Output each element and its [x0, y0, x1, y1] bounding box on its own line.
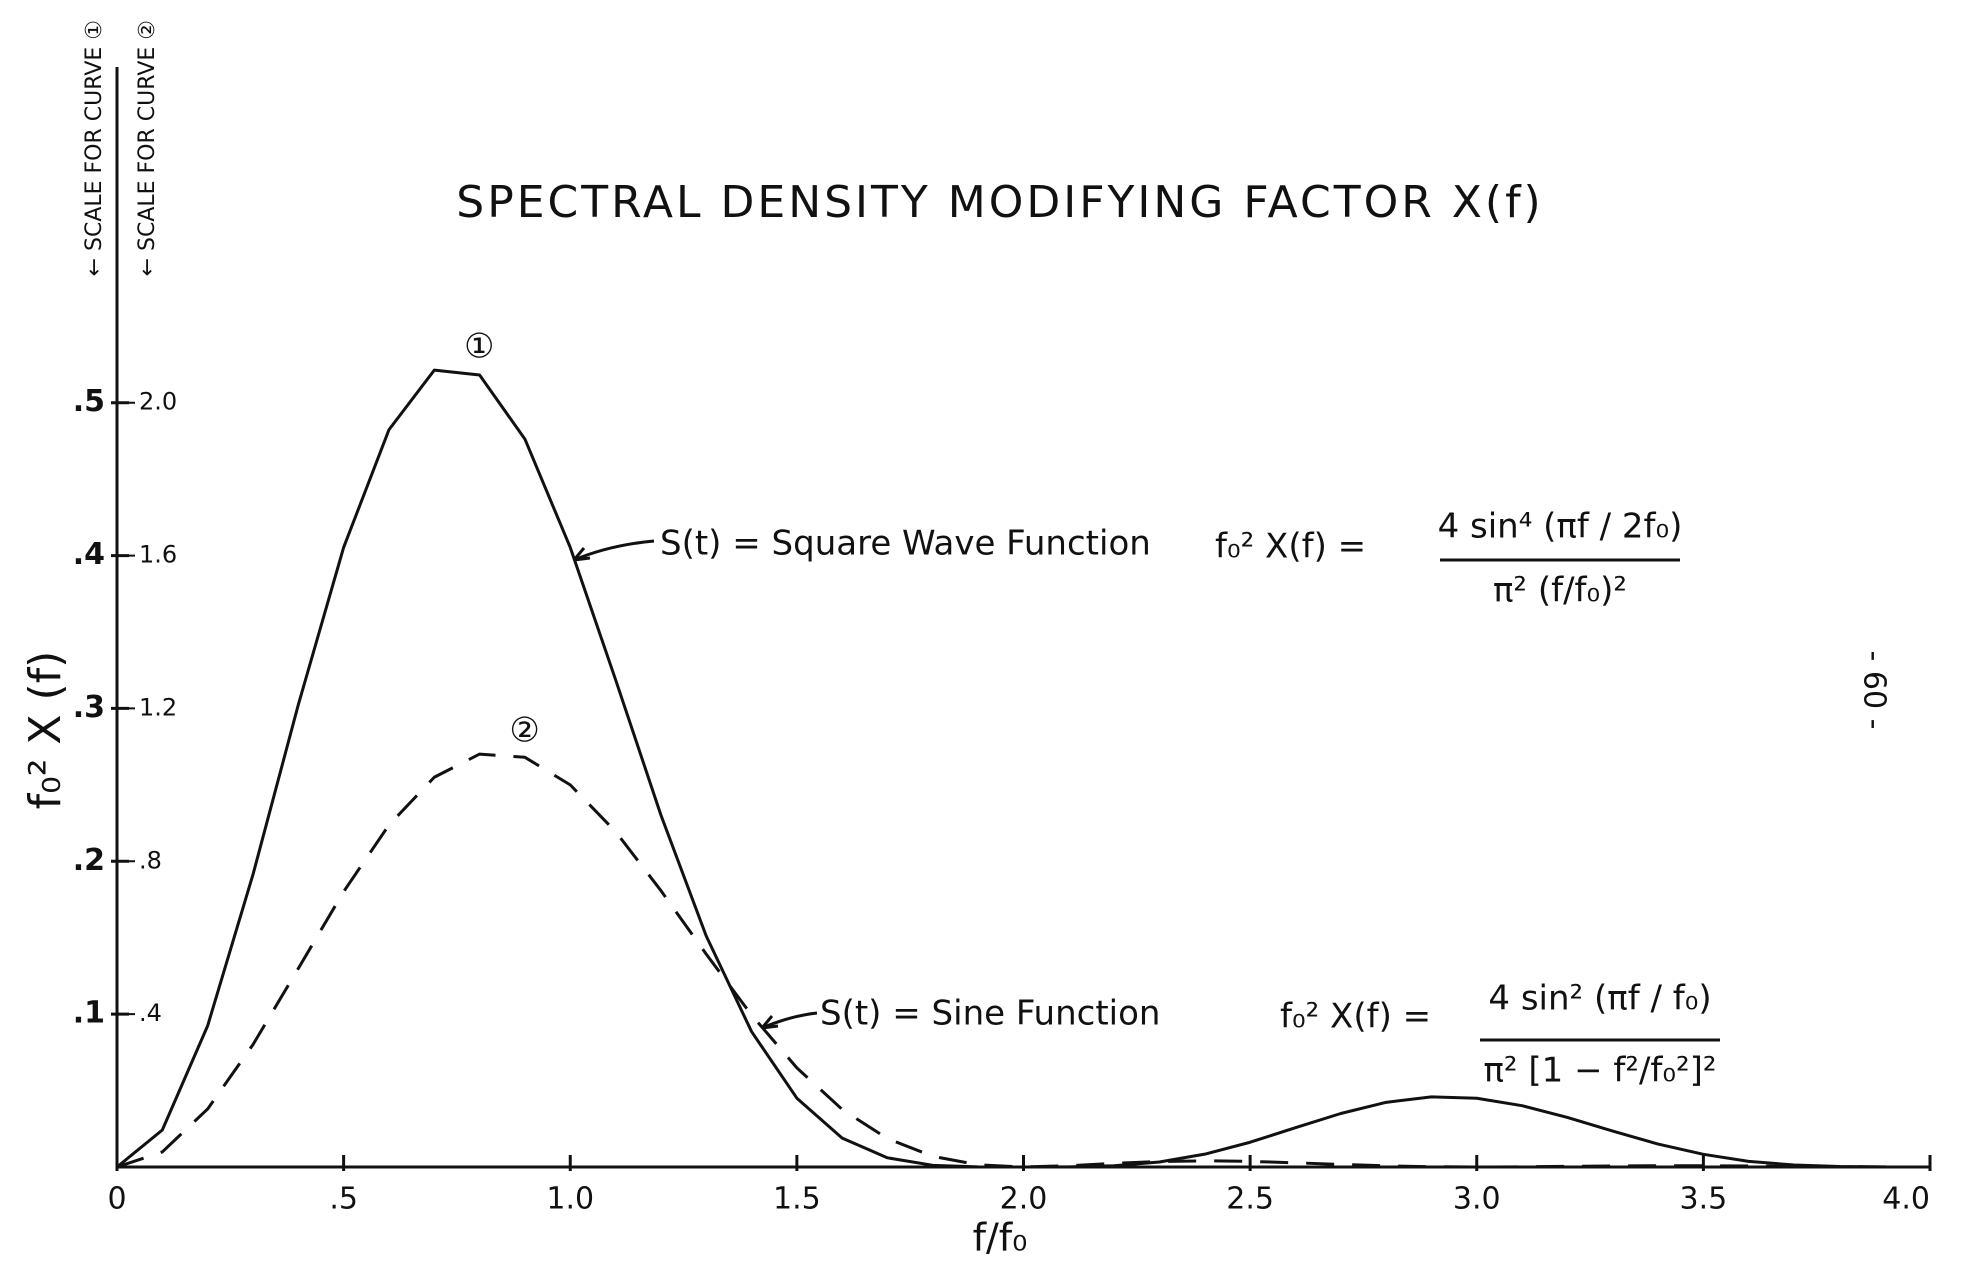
x-tick-label: 0 — [107, 1182, 126, 1217]
y2-tick-label: .8 — [139, 846, 162, 874]
formula-denominator: π² (f/f₀)² — [1493, 571, 1627, 611]
y-tick-label: .2 — [73, 843, 105, 878]
x-tick-label: 2.5 — [1226, 1182, 1274, 1217]
x-tick-label: 2.0 — [1000, 1182, 1048, 1217]
formula-numerator: 4 sin² (πf / f₀) — [1488, 979, 1711, 1019]
y-tick-label: .1 — [73, 996, 105, 1031]
x-tick-label: 3.0 — [1453, 1182, 1501, 1217]
y2-tick-label: .4 — [139, 999, 162, 1027]
y-scale-note: ← SCALE FOR CURVE ① — [82, 20, 107, 276]
curve-label: ② — [509, 711, 539, 751]
annotation-text: S(t) = Sine Function — [820, 994, 1160, 1034]
curve — [116, 752, 1931, 1169]
annotation-formula: f₀² X(f) = — [1215, 527, 1366, 567]
curve — [116, 368, 1930, 1169]
formula-denominator: π² [1 − f²/f₀²]² — [1483, 1051, 1716, 1091]
y2-tick-label: 2.0 — [139, 388, 177, 416]
x-tick-label: 3.5 — [1680, 1182, 1728, 1217]
x-axis-label: f/f₀ — [973, 1216, 1028, 1260]
x-tick-label: 1.5 — [773, 1182, 821, 1217]
x-tick-label: 4.0 — [1882, 1182, 1930, 1217]
y2-tick-label: 1.6 — [139, 541, 177, 569]
curve-label: ① — [464, 327, 494, 367]
formula-numerator: 4 sin⁴ (πf / 2f₀) — [1438, 507, 1683, 547]
x-tick-label: .5 — [329, 1182, 358, 1217]
y-tick-label: .3 — [73, 690, 105, 725]
annotation-arrow — [572, 539, 655, 562]
y2-scale-note: ← SCALE FOR CURVE ② — [135, 20, 160, 276]
y-tick-label: .4 — [73, 537, 105, 572]
y-axis-label: f₀² X (f) — [20, 651, 71, 810]
y2-tick-label: 1.2 — [139, 693, 177, 721]
chart-title: SPECTRAL DENSITY MODIFYING FACTOR X(f) — [456, 177, 1543, 228]
annotation-arrow — [760, 1011, 818, 1030]
y-tick-label: .5 — [73, 384, 105, 419]
annotation-formula: f₀² X(f) = — [1280, 997, 1431, 1037]
x-tick-label: 1.0 — [546, 1182, 594, 1217]
page-number: - 60 - — [1857, 651, 1892, 730]
annotation-text: S(t) = Square Wave Function — [660, 524, 1151, 564]
